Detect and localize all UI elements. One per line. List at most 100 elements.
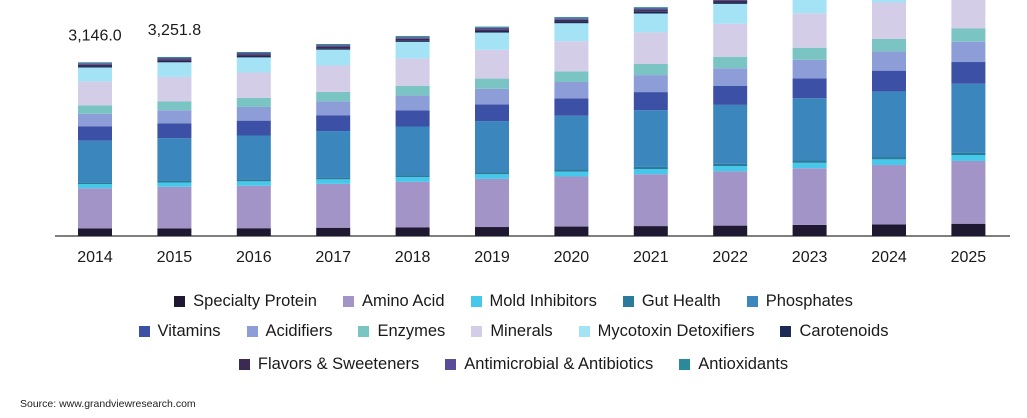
legend-label: Gut Health xyxy=(641,292,721,310)
bar-segment xyxy=(792,160,827,163)
legend-label: Antioxidants xyxy=(698,355,789,373)
bar-segment xyxy=(554,171,589,177)
legend-swatch xyxy=(780,326,792,337)
bar-segment xyxy=(395,38,430,41)
bar-segment xyxy=(792,224,827,236)
bar-segment xyxy=(872,2,906,39)
bar-segment xyxy=(792,168,827,225)
bar-segment xyxy=(633,174,668,227)
bar-segment xyxy=(236,181,271,186)
bar-segment xyxy=(395,175,430,178)
bar-segment xyxy=(316,46,351,49)
legend-label: Acidifiers xyxy=(265,322,333,340)
bar-segment xyxy=(316,179,351,184)
bar-segment xyxy=(475,121,509,173)
bar-segment xyxy=(157,101,192,111)
legend-item: Vitamins xyxy=(138,322,221,341)
bar-segment xyxy=(554,18,589,20)
bar-segment xyxy=(633,11,668,14)
legend-row: Specialty Protein Amino Acid Mold Inhibito… xyxy=(0,292,1027,311)
legend-item: Carotenoids xyxy=(780,322,888,341)
bar-segment xyxy=(395,58,430,86)
legend-swatch xyxy=(622,296,634,307)
bar-segment xyxy=(395,37,430,39)
bar-segment xyxy=(633,7,668,9)
bar-segment xyxy=(792,47,827,60)
bar-segment xyxy=(713,225,748,236)
bar-segment xyxy=(316,44,351,46)
bar-segment xyxy=(951,0,986,29)
bar-segment xyxy=(872,164,906,225)
bar-segment xyxy=(475,29,509,31)
bar-segment xyxy=(236,72,271,98)
x-tick-label: 2017 xyxy=(315,249,351,266)
bar-segment xyxy=(951,155,986,161)
x-tick-label: 2019 xyxy=(474,249,510,266)
legend-item: Mold Inhibitors xyxy=(470,292,597,311)
x-tick-label: 2021 xyxy=(633,249,669,266)
bar-segment xyxy=(951,28,986,42)
bar-segment xyxy=(872,51,906,71)
legend-swatch xyxy=(679,359,691,370)
legend-item: Enzymes xyxy=(358,322,445,341)
bar-segment xyxy=(78,140,112,183)
bar-segment xyxy=(78,64,112,67)
bar-segment xyxy=(157,182,192,187)
legend-item: Acidifiers xyxy=(246,322,333,341)
bar-segment xyxy=(951,83,986,153)
x-tick-label: 2014 xyxy=(77,249,113,266)
bar-segment xyxy=(633,226,668,236)
bar-segment xyxy=(316,101,351,116)
bar-segment xyxy=(554,81,589,99)
bar-segment xyxy=(872,224,906,236)
bar-segment xyxy=(395,41,430,59)
bar-segment xyxy=(316,48,351,50)
bar-segment xyxy=(157,57,192,59)
bar-segment xyxy=(713,166,748,172)
bar-segment xyxy=(236,106,271,121)
bar-segment xyxy=(951,41,986,63)
bar-segment xyxy=(157,76,192,102)
bar-segment xyxy=(316,115,351,132)
bar-segment xyxy=(713,163,748,167)
bar-segment xyxy=(78,66,112,68)
bar-segment xyxy=(554,176,589,227)
bar-segment xyxy=(395,36,430,38)
bar-segment xyxy=(475,104,509,122)
bar-segment xyxy=(395,181,430,228)
legend-item: Gut Health xyxy=(622,292,721,311)
data-label: 3,146.0 xyxy=(68,27,121,44)
legend-label: Specialty Protein xyxy=(193,292,317,310)
bar-segment xyxy=(554,19,589,22)
x-tick-label: 2022 xyxy=(712,249,748,266)
bar-segment xyxy=(157,123,192,139)
bar-segment xyxy=(475,32,509,50)
legend-swatch xyxy=(746,296,758,307)
bar-segment xyxy=(236,120,271,136)
bar-segment xyxy=(951,160,986,224)
bar-segment xyxy=(78,126,112,141)
bar-segment xyxy=(316,131,351,178)
bar-segment xyxy=(395,177,430,182)
bar-segment xyxy=(316,177,351,180)
bar-segment xyxy=(157,186,192,229)
bar-segment xyxy=(872,38,906,52)
bar-segment xyxy=(78,81,112,106)
legend-label: Flavors & Sweeteners xyxy=(257,355,420,373)
bar-segment xyxy=(872,91,906,158)
bar-segment xyxy=(475,178,509,228)
legend-item: Antioxidants xyxy=(679,355,788,374)
bar-segment xyxy=(236,55,271,58)
x-tick-label: 2016 xyxy=(236,249,272,266)
bar-segment xyxy=(633,92,668,111)
legend-label: Minerals xyxy=(490,322,553,340)
bar-segment xyxy=(951,62,986,84)
bar-segment xyxy=(633,169,668,175)
bar-segment xyxy=(792,0,827,14)
bar-segment xyxy=(713,68,748,86)
bar-segment xyxy=(792,13,827,48)
bar-segment xyxy=(792,59,827,79)
bar-segment xyxy=(633,110,668,167)
data-label: 3,251.8 xyxy=(148,22,201,39)
x-tick-label: 2023 xyxy=(792,249,828,266)
